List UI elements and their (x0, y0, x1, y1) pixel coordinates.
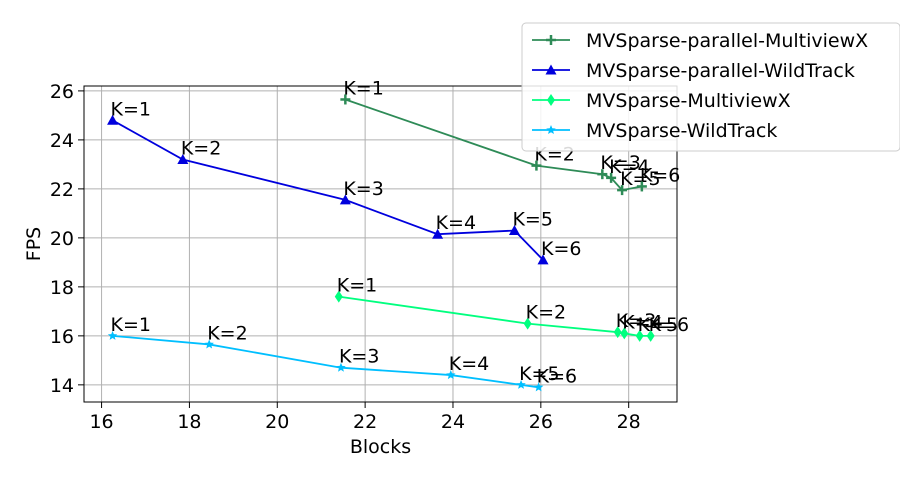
triangle-marker (508, 225, 520, 236)
data-label: K=1 (343, 77, 383, 99)
y-axis-label: FPS (23, 227, 45, 261)
y-tick-label: 22 (50, 179, 74, 201)
data-label: K=1 (337, 275, 377, 297)
triangle-marker (339, 194, 351, 205)
plus-marker (546, 35, 556, 45)
data-label: K=3 (339, 346, 379, 368)
diamond-marker (334, 290, 343, 303)
x-tick-label: 16 (89, 411, 113, 433)
legend-entry: MVSparse-parallel-WildTrack (586, 60, 855, 82)
diamond-marker (547, 94, 555, 106)
star-marker (516, 379, 526, 389)
data-label: K=5 (638, 314, 678, 336)
y-tick-label: 16 (50, 326, 74, 348)
data-label: K=6 (640, 164, 680, 186)
y-tick-label: 14 (50, 375, 74, 397)
data-label: K=2 (181, 137, 221, 159)
legend-entry: MVSparse-MultiviewX (586, 90, 791, 112)
legend-box (521, 22, 900, 152)
series-line (338, 295, 651, 337)
x-tick-label: 20 (265, 411, 289, 433)
triangle-marker (107, 114, 119, 125)
x-tick-label: 28 (617, 411, 641, 433)
triangle-marker (537, 254, 549, 265)
x-tick-label: 26 (529, 411, 553, 433)
y-tick-label: 18 (50, 277, 74, 299)
triangle-marker (177, 153, 189, 164)
series-line (112, 334, 539, 389)
x-tick-label: 18 (177, 411, 201, 433)
plus-marker (606, 172, 617, 183)
axis-ticks: 16 18 20 22 24 26 28 14 16 18 20 22 24 26 (50, 81, 641, 433)
data-label: K=4 (622, 311, 662, 333)
series-3: K=1 K=2 K=3K=4K=5K=6 (334, 275, 689, 342)
diamond-marker (613, 326, 622, 339)
data-label: K=4 (449, 353, 489, 375)
diamond-marker (523, 317, 532, 330)
data-label: K=3 (600, 152, 640, 174)
star-marker (533, 382, 544, 392)
star-marker (446, 370, 456, 380)
x-tick-label: 24 (441, 411, 465, 433)
series-4: K=1 K=2 K=3 K=4 K=5K=6 (107, 314, 577, 392)
plus-marker (531, 160, 542, 171)
diamond-marker (620, 327, 629, 340)
data-label: K=5 (512, 209, 552, 231)
data-label: K=3 (616, 310, 656, 332)
series-2: K=1 K=2 K=3 K=4 K=5 K=6 (107, 98, 581, 265)
legend: MVSparse-parallel-MultiviewX MVSparse-par… (521, 22, 900, 152)
data-label: K=5 (519, 363, 559, 385)
data-label: K=6 (541, 238, 581, 260)
diamond-marker (635, 329, 644, 342)
x-tick-label: 22 (353, 411, 377, 433)
legend-entry: MVSparse-WildTrack (586, 120, 777, 142)
plot-area-frame (83, 85, 678, 403)
plus-marker (340, 94, 351, 105)
data-label: K=4 (609, 156, 649, 178)
diamond-marker (646, 329, 655, 342)
star-marker (336, 362, 346, 372)
data-label: K=5 (620, 168, 660, 190)
data-label: K=1 (111, 314, 151, 336)
y-tick-label: 20 (50, 228, 74, 250)
data-label: K=6 (537, 365, 577, 387)
x-axis-label: Blocks (350, 436, 411, 458)
data-label: K=2 (526, 302, 566, 324)
triangle-marker (432, 228, 444, 239)
data-label: K=3 (343, 178, 383, 200)
y-tick-label: 26 (50, 81, 74, 103)
legend-entry: MVSparse-parallel-MultiviewX (586, 30, 868, 52)
plus-marker (617, 185, 628, 196)
star-marker (546, 125, 556, 135)
data-label: K=1 (111, 98, 151, 120)
data-label: K=2 (207, 322, 247, 344)
series-line (112, 119, 544, 261)
star-marker (107, 330, 118, 340)
triangle-marker (545, 64, 557, 75)
data-label: K=4 (436, 212, 476, 234)
star-marker (204, 339, 214, 349)
y-tick-label: 24 (50, 130, 74, 152)
data-label: K=6 (649, 314, 689, 336)
plus-marker (597, 169, 608, 180)
plus-marker (636, 181, 647, 192)
